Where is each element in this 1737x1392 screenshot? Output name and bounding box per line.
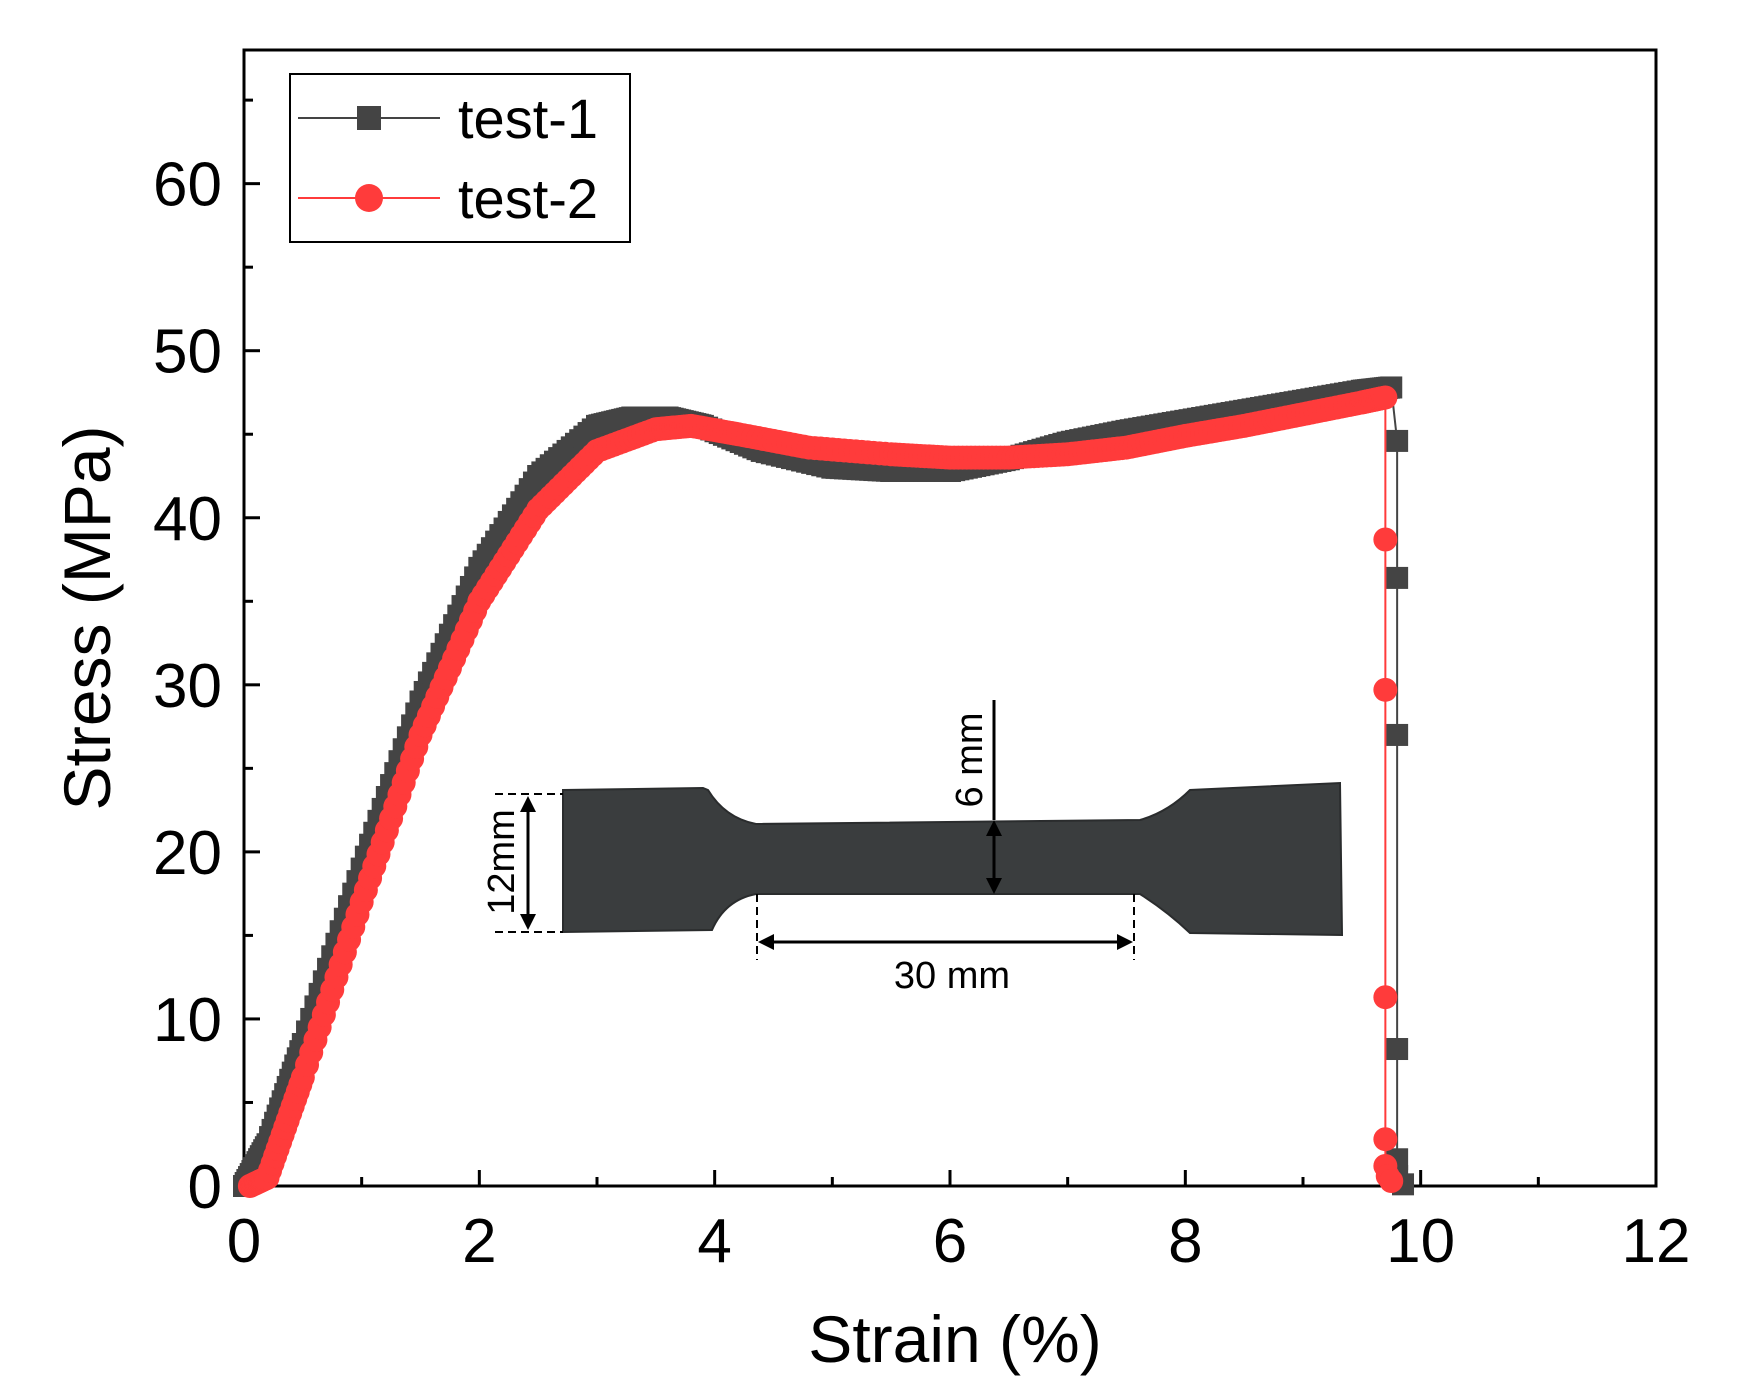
series-test-2	[237, 385, 1404, 1198]
dogbone-specimen	[562, 781, 1344, 937]
y-axis-title: Stress (MPa)	[50, 425, 124, 810]
legend-label-test-1: test-1	[458, 87, 598, 150]
y-tick-label: 0	[188, 1153, 222, 1222]
dim-30mm-label: 30 mm	[894, 955, 1010, 997]
data-point	[1373, 385, 1398, 410]
legend: test-1 test-2	[289, 73, 631, 243]
y-tick-label: 40	[153, 485, 222, 554]
y-tick-label: 60	[153, 151, 222, 220]
data-point	[1373, 1127, 1398, 1152]
legend-box	[289, 73, 631, 243]
data-point	[1386, 1038, 1409, 1061]
y-tick-label: 10	[153, 986, 222, 1055]
data-point	[1386, 429, 1409, 452]
x-tick-label: 4	[697, 1207, 731, 1276]
dim-6mm-arrowhead-up	[986, 820, 1002, 836]
dim-30mm-arrowhead-right	[1117, 934, 1133, 950]
series-line	[243, 386, 1404, 1187]
x-tick-label: 12	[1622, 1207, 1691, 1276]
dim-12mm-label: 12mm	[481, 809, 523, 915]
y-tick-label: 50	[153, 318, 222, 387]
y-tick-label: 20	[153, 819, 222, 888]
data-point	[1373, 527, 1398, 552]
dim-12mm-arrowhead-up	[520, 796, 536, 812]
data-point	[1386, 566, 1409, 589]
x-tick-label: 0	[227, 1207, 261, 1276]
x-axis-title: Strain (%)	[808, 1302, 1101, 1376]
y-tick-label: 30	[153, 652, 222, 721]
specimen-inset: 12mm 6 mm 30 mm	[481, 700, 1344, 997]
data-point	[1373, 985, 1398, 1010]
dim-6mm-arrowhead-down	[986, 878, 1002, 894]
y-axis-ticks: 0 10 20 30 40 50 60	[153, 98, 260, 1222]
x-tick-label: 2	[462, 1207, 496, 1276]
x-tick-label: 6	[933, 1207, 967, 1276]
x-axis-ticks: 0 2 4 6 8 10 12	[227, 1170, 1691, 1276]
data-point	[1373, 677, 1398, 702]
data-point	[1379, 1168, 1404, 1193]
dim-6mm-label: 6 mm	[949, 713, 991, 808]
dim-30mm-arrowhead-left	[758, 934, 774, 950]
x-tick-label: 8	[1168, 1207, 1202, 1276]
dim-12mm-arrowhead-down	[520, 914, 536, 930]
legend-marker-test-1	[357, 106, 381, 130]
data-point	[1386, 723, 1409, 746]
legend-label-test-2: test-2	[458, 167, 598, 230]
x-tick-label: 10	[1386, 1207, 1455, 1276]
legend-marker-test-2	[355, 184, 383, 212]
